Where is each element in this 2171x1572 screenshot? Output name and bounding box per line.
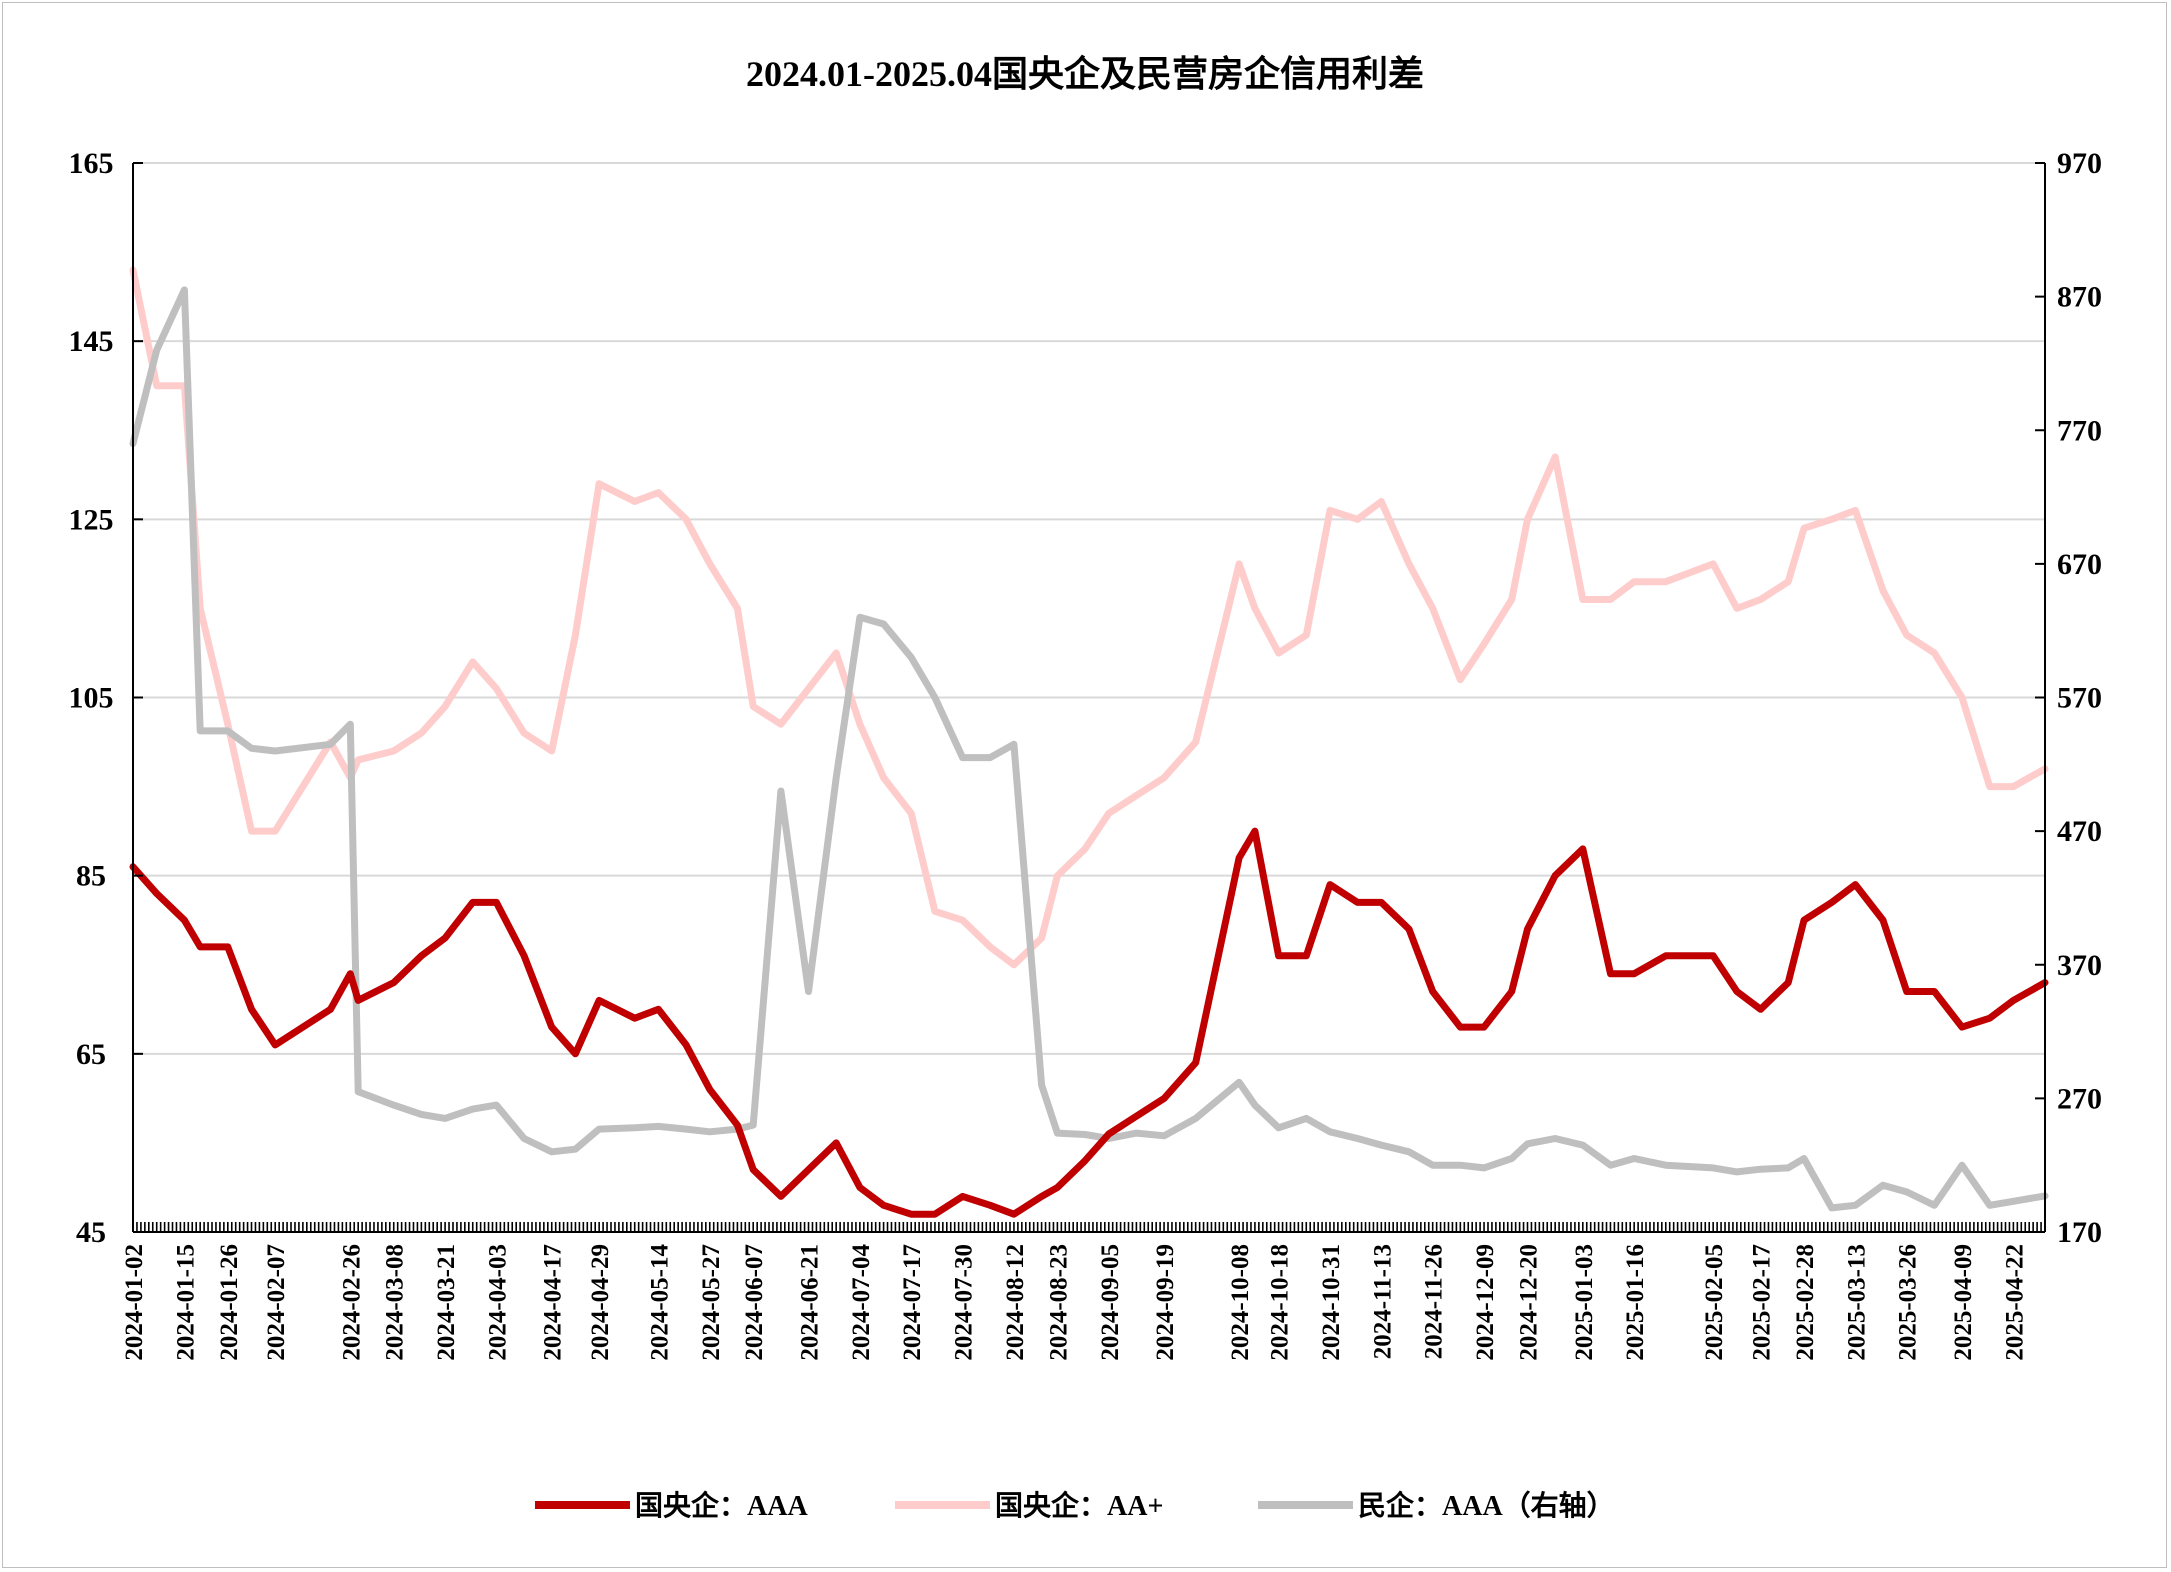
x-tick-label: 2024-04-03 xyxy=(484,1244,511,1361)
series-lines xyxy=(129,266,2049,1218)
y-tick-label: 145 xyxy=(69,325,114,358)
x-tick-label: 2025-03-13 xyxy=(1843,1244,1870,1361)
x-tick-label: 2024-02-26 xyxy=(338,1244,365,1361)
y-tick-label: 45 xyxy=(76,1216,106,1249)
y2-tick-label: 270 xyxy=(2057,1082,2102,1115)
y2-tick-label: 970 xyxy=(2057,147,2102,180)
x-tick-label: 2024-03-21 xyxy=(433,1244,460,1361)
legend-label: 国央企：AAA xyxy=(635,1489,808,1522)
y-tick-label: 165 xyxy=(69,147,114,180)
x-tick-label: 2024-03-08 xyxy=(382,1244,409,1361)
chart-title: 2024.01-2025.04国央企及民营房企信用利差 xyxy=(746,53,1424,94)
x-tick-label: 2024-07-04 xyxy=(848,1244,875,1361)
x-tick-label: 2024-06-07 xyxy=(741,1244,768,1361)
y2-tick-label: 170 xyxy=(2057,1216,2102,1249)
y2-tick-label: 670 xyxy=(2057,548,2102,581)
x-tick-label: 2024-01-02 xyxy=(121,1244,148,1361)
y-tick-label: 105 xyxy=(69,682,114,715)
series-line-1 xyxy=(129,266,2049,969)
y2-tick-label: 470 xyxy=(2057,815,2102,848)
x-tick-label: 2025-01-03 xyxy=(1571,1244,1598,1361)
legend-label: 国央企：AA+ xyxy=(995,1489,1163,1522)
x-tick-label: 2024-12-09 xyxy=(1472,1244,1499,1361)
x-tick-label: 2025-02-28 xyxy=(1792,1244,1819,1361)
x-tick-label: 2025-01-16 xyxy=(1622,1244,1649,1361)
y2-tick-label: 570 xyxy=(2057,682,2102,715)
x-tick-label: 2024-10-08 xyxy=(1227,1244,1254,1361)
axes: 45 65 85 105 125 145 165 170 270 370 470 570 670 770 8… xyxy=(69,147,2103,1361)
series-line-2 xyxy=(129,286,2049,1212)
x-tick-label: 2024-09-05 xyxy=(1097,1244,1124,1361)
x-tick-label: 2024-01-15 xyxy=(172,1244,199,1361)
x-tick-label: 2024-06-21 xyxy=(797,1244,824,1361)
x-tick-label: 2025-04-09 xyxy=(1950,1244,1977,1361)
x-tick-label: 2024-09-19 xyxy=(1152,1244,1179,1361)
y-tick-label: 85 xyxy=(76,860,106,893)
x-tick-label: 2024-04-17 xyxy=(540,1244,567,1361)
x-tick-label: 2024-05-14 xyxy=(646,1244,673,1361)
y2-tick-label: 770 xyxy=(2057,414,2102,447)
x-tick-label: 2024-11-13 xyxy=(1369,1244,1396,1359)
x-tick-label: 2024-05-27 xyxy=(698,1244,725,1361)
x-tick-label: 2025-04-22 xyxy=(2001,1244,2028,1361)
x-tick-label: 2024-07-30 xyxy=(951,1244,978,1361)
y2-tick-label: 870 xyxy=(2057,281,2102,314)
y2-tick-label: 370 xyxy=(2057,949,2102,982)
x-tick-label: 2024-08-12 xyxy=(1002,1244,1029,1361)
x-tick-label: 2025-03-26 xyxy=(1895,1244,1922,1361)
x-tick-label: 2024-12-20 xyxy=(1515,1244,1542,1361)
x-tick-label: 2024-10-31 xyxy=(1318,1244,1345,1361)
x-tick-label: 2024-01-26 xyxy=(216,1244,243,1361)
x-tick-label: 2025-02-17 xyxy=(1749,1244,1776,1361)
y-tick-label: 125 xyxy=(69,503,114,536)
x-tick-label: 2024-08-23 xyxy=(1045,1244,1072,1361)
x-tick-label: 2025-02-05 xyxy=(1701,1244,1728,1361)
legend: 国央企：AAA 国央企：AA+ 民企：AAA（右轴） xyxy=(535,1489,1615,1522)
legend-label: 民企：AAA（右轴） xyxy=(1358,1489,1615,1522)
x-tick-label: 2024-07-17 xyxy=(899,1244,926,1361)
series-line-0 xyxy=(129,827,2049,1218)
x-tick-label: 2024-10-18 xyxy=(1267,1244,1294,1361)
x-tick-label: 2024-04-29 xyxy=(587,1244,614,1361)
grid-lines xyxy=(133,162,2045,1055)
x-tick-label: 2024-11-26 xyxy=(1421,1244,1448,1359)
x-tick-label: 2024-02-07 xyxy=(263,1244,290,1361)
y-tick-label: 65 xyxy=(76,1038,106,1071)
